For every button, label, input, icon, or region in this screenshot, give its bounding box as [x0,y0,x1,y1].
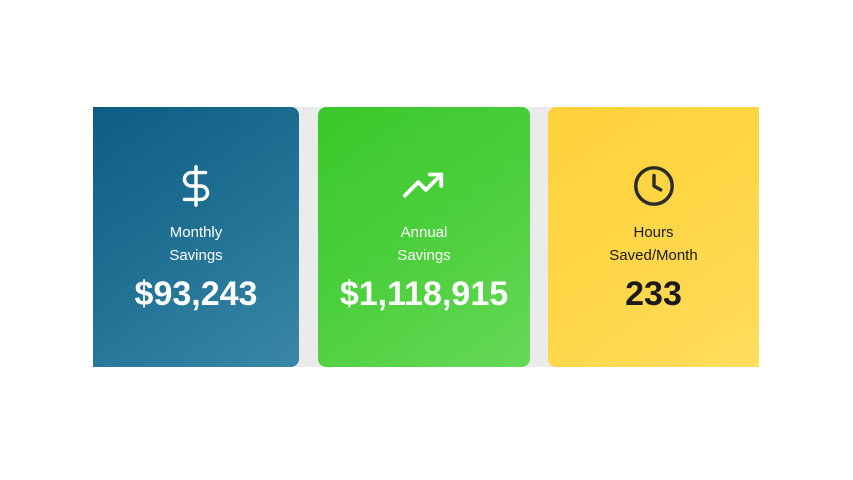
dollar-sign-icon [173,163,219,209]
annual-savings-card: Annual Savings $1,118,915 [318,107,530,367]
clock-icon [631,163,677,209]
hours-saved-value: 233 [625,275,682,313]
monthly-savings-label: Monthly Savings [121,221,271,267]
hours-saved-label-line2: Saved/Month [609,247,698,264]
annual-savings-label: Annual Savings [349,221,499,267]
annual-savings-value: $1,118,915 [339,275,509,313]
trending-up-icon [401,163,447,209]
monthly-savings-label-line2: Savings [169,247,223,264]
annual-savings-label-line1: Annual [400,224,448,241]
hours-saved-label: Hours Saved/Month [579,221,729,267]
monthly-savings-card: Monthly Savings $93,243 [93,107,299,367]
hours-saved-card: Hours Saved/Month 233 [548,107,759,367]
annual-savings-label-line2: Savings [397,247,451,264]
monthly-savings-label-line1: Monthly [169,224,223,241]
hours-saved-label-line1: Hours [633,224,674,241]
monthly-savings-value: $93,243 [134,275,258,313]
